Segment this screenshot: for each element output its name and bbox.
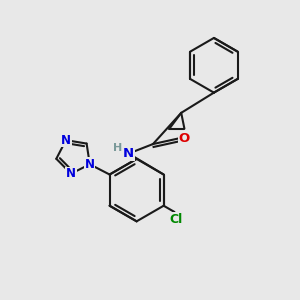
Text: N: N bbox=[61, 134, 71, 147]
Text: Cl: Cl bbox=[169, 213, 183, 226]
Text: N: N bbox=[66, 167, 76, 180]
Text: N: N bbox=[85, 158, 95, 171]
Text: N: N bbox=[123, 147, 134, 160]
Text: H: H bbox=[113, 143, 122, 153]
Text: O: O bbox=[178, 132, 190, 145]
